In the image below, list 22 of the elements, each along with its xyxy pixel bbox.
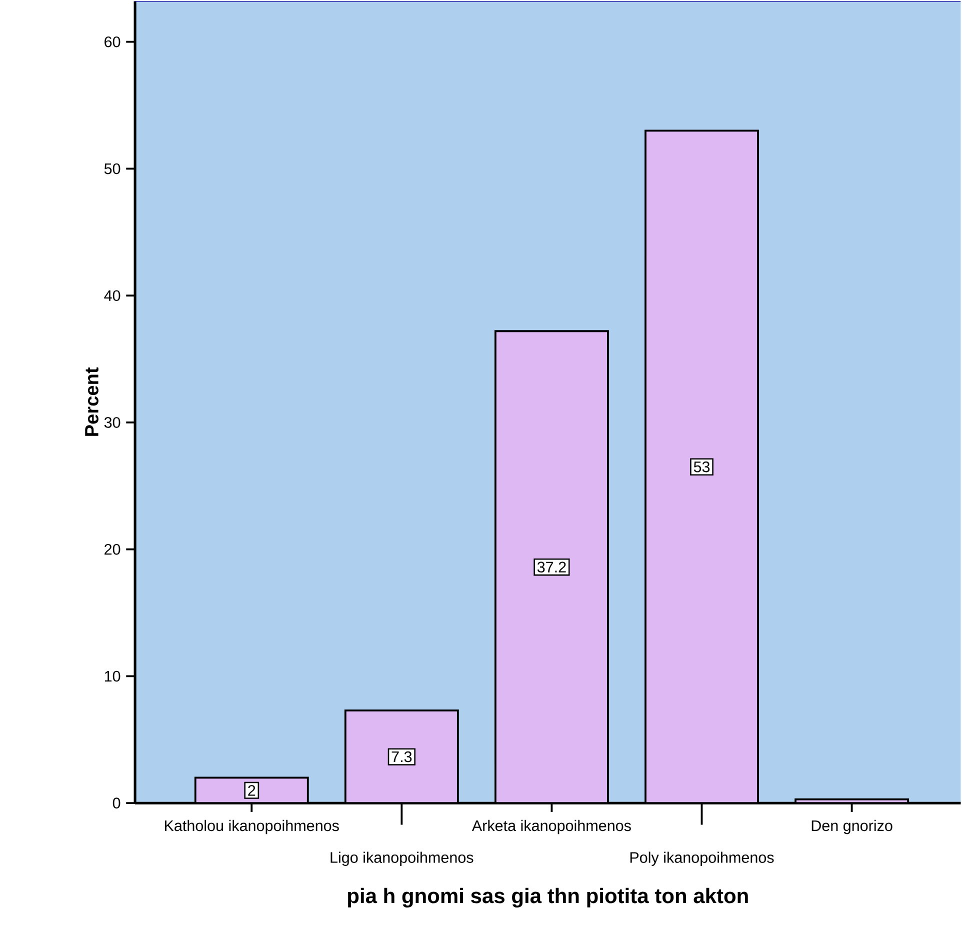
bar	[344, 710, 459, 804]
bar	[644, 130, 759, 804]
x-tick-label: Poly ikanopoihmenos	[630, 852, 774, 866]
data-label: 7.3	[392, 752, 412, 762]
y-tick-label: 60	[104, 36, 120, 48]
y-tick-label: 40	[104, 290, 120, 302]
x-axis-title: pia h gnomi sas gia thn piotita ton akton	[348, 888, 748, 908]
x-tick-label: Ligo ikanopoihmenos	[330, 852, 474, 866]
x-tick-label: Arketa ikanopoihmenos	[472, 820, 631, 834]
y-tick-label: 30	[104, 417, 120, 428]
data-label: 2	[248, 785, 256, 796]
x-tick-label: Den gnorizo	[812, 820, 892, 834]
y-tick-label: 20	[104, 544, 120, 555]
bar	[494, 330, 609, 804]
data-label: 53	[694, 462, 710, 472]
y-tick-label: 10	[104, 670, 120, 682]
data-label: 37.2	[537, 562, 566, 573]
x-tick-label: Katholou ikanopoihmenos	[165, 820, 339, 834]
y-axis-title: Percent	[85, 368, 98, 436]
y-tick-label: 0	[112, 798, 120, 809]
y-tick-label: 50	[104, 163, 120, 174]
bar	[194, 776, 309, 804]
